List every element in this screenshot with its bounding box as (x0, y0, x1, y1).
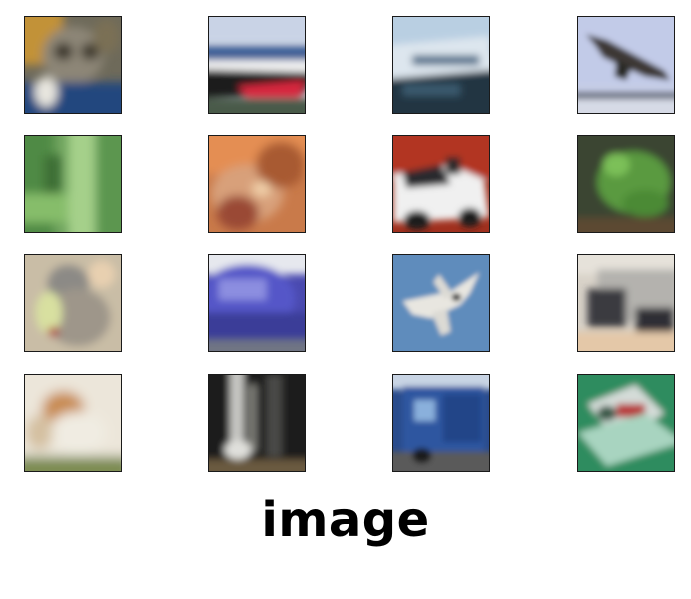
thumbnail-automobile-2 (208, 254, 306, 352)
thumbnail-frog-3 (577, 135, 675, 233)
thumbnail-truck-2 (392, 374, 490, 472)
thumbnail-truck-1 (577, 254, 675, 352)
thumbnail-ship-3 (577, 374, 675, 472)
thumbnail-frog-1 (24, 135, 122, 233)
thumbnail-horse-1 (208, 374, 306, 472)
thumbnail-ship-1 (208, 16, 306, 114)
thumbnail-dog-1 (24, 374, 122, 472)
thumbnail-ship-2 (392, 16, 490, 114)
figure-caption: image (261, 492, 430, 548)
thumbnail-airplane-2 (392, 254, 490, 352)
thumbnail-automobile-1 (392, 135, 490, 233)
thumbnail-cat-2 (24, 254, 122, 352)
thumbnail-cat-1 (24, 16, 122, 114)
thumbnail-frog-2 (208, 135, 306, 233)
thumbnail-airplane-1 (577, 16, 675, 114)
